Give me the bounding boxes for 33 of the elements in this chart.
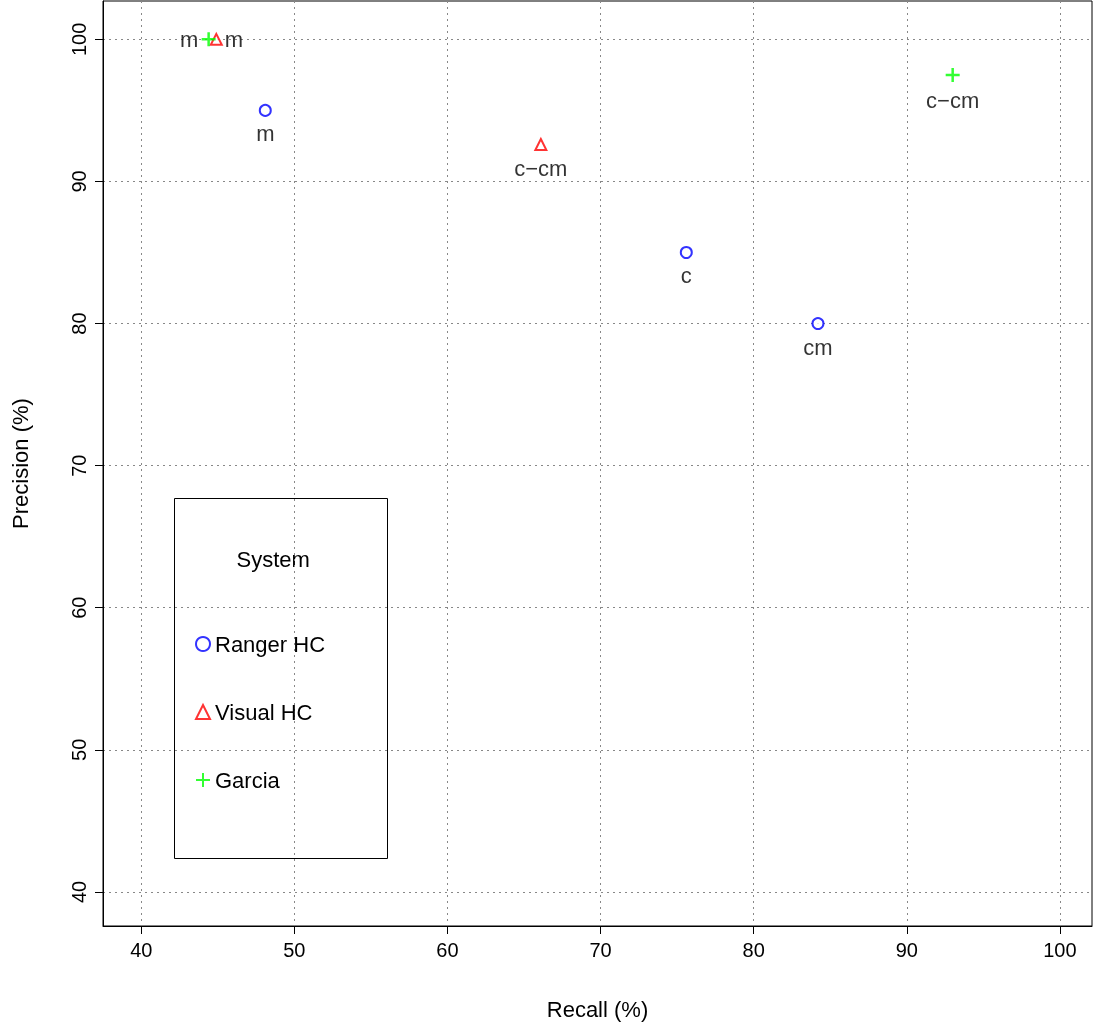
y-axis-title: Precision (%)	[7, 398, 33, 529]
x-tick-label: 50	[283, 939, 306, 961]
y-tick-label: 80	[68, 312, 90, 335]
data-label: m	[224, 26, 244, 52]
y-tick-label: 40	[68, 880, 90, 904]
point	[258, 103, 272, 117]
x-tick-label: 80	[742, 939, 765, 961]
point	[679, 246, 693, 259]
y-tick-label: 60	[68, 596, 90, 619]
y-tick-label: 100	[68, 22, 90, 57]
data-label: m	[256, 121, 275, 147]
x-tick-label: 40	[130, 939, 153, 961]
legend-label: Ranger HC	[215, 631, 326, 657]
x-tick-label: 90	[895, 939, 918, 961]
point	[534, 138, 548, 152]
data-label: c−cm	[514, 155, 568, 181]
data-label: c	[680, 263, 692, 289]
x-tick-label: 70	[589, 939, 612, 961]
data-label: c−cm	[926, 87, 980, 113]
data-label: cm	[803, 334, 833, 360]
x-tick-label: 100	[1043, 939, 1077, 961]
legend-label: Visual HC	[215, 699, 313, 725]
legend-title: System	[236, 546, 310, 572]
legend-label: Garcia	[215, 767, 281, 793]
x-tick-label: 60	[436, 939, 459, 961]
point	[200, 31, 217, 48]
y-tick-label: 50	[68, 738, 90, 761]
x-axis-title: Recall (%)	[546, 996, 649, 1022]
y-tick-label: 70	[68, 454, 90, 477]
point	[944, 66, 961, 84]
data-label: m	[180, 26, 199, 52]
point	[811, 317, 825, 331]
y-tick-label: 90	[68, 170, 90, 193]
